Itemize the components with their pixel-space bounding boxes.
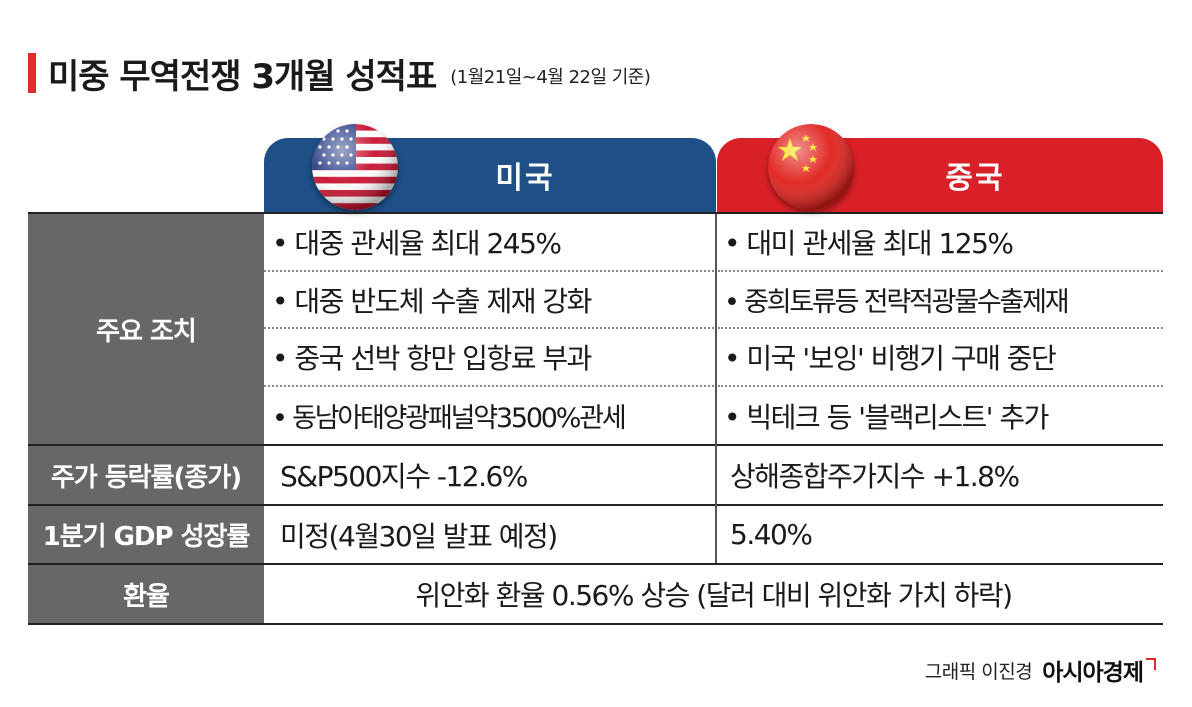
row-label-fx: 환율 xyxy=(28,565,264,623)
us-measure-item: • 중국 선박 항만 입항료 부과 xyxy=(272,342,592,375)
cn-gdp: 5.40% xyxy=(730,518,813,551)
page-subtitle: (1월21일~4월 22일 기준) xyxy=(450,67,651,88)
us-measure-item: • 대중 반도체 수출 제재 강화 xyxy=(272,284,592,318)
dotted-divider xyxy=(718,327,1163,329)
us-measure-item: • 동남아태양광패널약3500%관세 xyxy=(272,403,627,434)
graphic-credit: 그래픽 이진경 xyxy=(924,660,1033,683)
us-stock-change: S&P500지수 -12.6% xyxy=(280,460,528,493)
us-gdp: 미정(4월30일 발표 예정) xyxy=(280,519,558,553)
dotted-divider xyxy=(264,327,714,329)
cn-measure-item: • 대미 관세율 최대 125% xyxy=(724,227,1014,260)
column-divider xyxy=(715,214,717,563)
table-bottom-line xyxy=(28,623,1163,625)
cn-measure-item: • 중희토류등 전략적광물수출제재 xyxy=(724,287,1070,318)
publisher-logo: 아시아경제 xyxy=(1042,653,1156,687)
header-cn-label: 중국 xyxy=(945,161,1005,196)
us-measure-item: • 대중 관세율 최대 245% xyxy=(272,227,562,260)
page-title: 미중 무역전쟁 3개월 성적표 xyxy=(48,56,437,97)
fx-value: 위안화 환율 0.56% 상승 (달러 대비 위안화 가치 하락) xyxy=(415,579,1013,612)
row-divider xyxy=(28,563,1163,565)
row-label-gdp: 1분기 GDP 성장률 xyxy=(28,506,264,563)
row-divider xyxy=(28,444,1163,446)
china-flag-icon xyxy=(768,124,854,210)
title-block: 미중 무역전쟁 3개월 성적표 (1월21일~4월 22일 기준) xyxy=(28,50,651,97)
table-top-line xyxy=(28,212,1163,214)
logo-mark-icon xyxy=(1146,658,1156,670)
dotted-divider xyxy=(264,385,714,387)
credit-block: 그래픽 이진경 아시아경제 xyxy=(925,653,1156,687)
title-accent-bar xyxy=(28,53,36,93)
dotted-divider xyxy=(718,270,1163,272)
row-divider xyxy=(28,504,1163,506)
us-flag-icon xyxy=(312,124,398,210)
row-label-stock: 주가 등락률(종가) xyxy=(28,446,264,504)
header-us-label: 미국 xyxy=(495,161,555,196)
cn-measure-item: • 빅테크 등 '블랙리스트' 추가 xyxy=(724,400,1049,434)
dotted-divider xyxy=(264,270,714,272)
row-label-measures: 주요 조치 xyxy=(28,214,264,444)
cn-stock-change: 상해종합주가지수 +1.8% xyxy=(730,460,1020,493)
cn-measure-item: • 미국 '보잉' 비행기 구매 중단 xyxy=(724,342,1057,375)
publisher-logo-text: 아시아경제 xyxy=(1042,660,1144,686)
dotted-divider xyxy=(718,385,1163,387)
